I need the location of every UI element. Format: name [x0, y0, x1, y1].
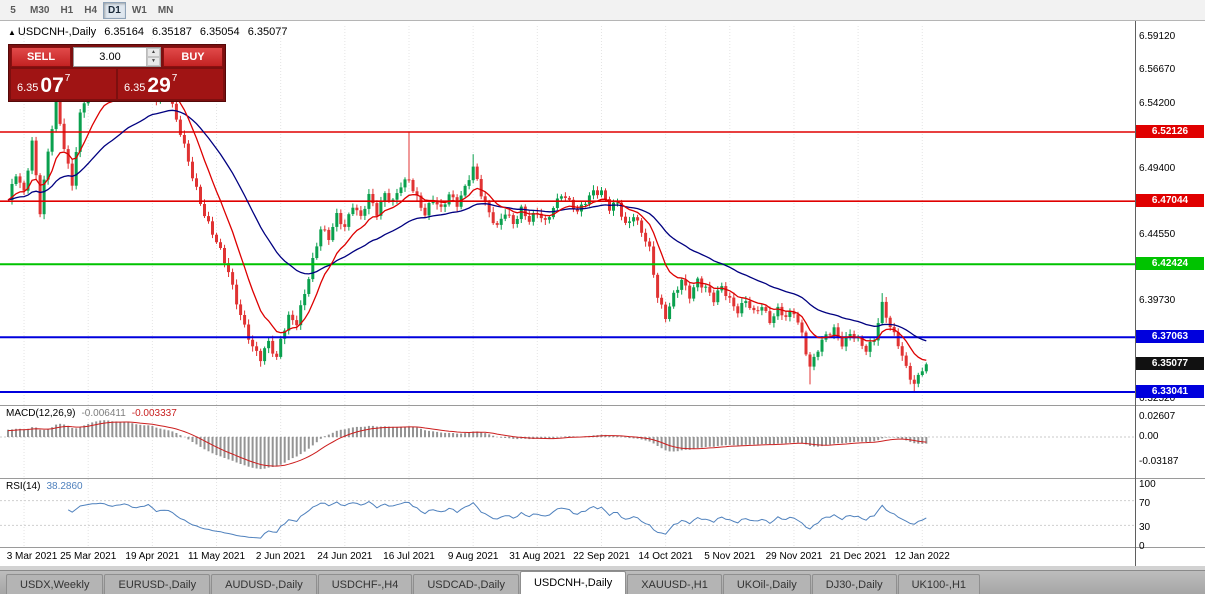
- y-axis-label: 6.56670: [1139, 64, 1176, 76]
- volume-input[interactable]: [74, 48, 146, 66]
- sell-price-button[interactable]: 6.35 07 7: [11, 69, 116, 99]
- one-click-trading-panel: SELL ▲ ▼ BUY 6.35 07 7 6.35 29 7: [8, 44, 226, 102]
- price-level-badge: 6.33041: [1136, 385, 1204, 398]
- collapse-trade-panel-icon[interactable]: ▲: [8, 28, 16, 37]
- rsi-name: RSI(14): [6, 481, 41, 492]
- chart-tab-eurusd-daily[interactable]: EURUSD-,Daily: [104, 574, 211, 594]
- price-level-badge: 6.37063: [1136, 330, 1204, 344]
- timeframe-button-mn[interactable]: MN: [153, 2, 179, 19]
- x-axis-date-label: 5 Nov 2021: [704, 551, 756, 562]
- window-bottom-strip: [0, 566, 1205, 571]
- sell-price-big: 07: [40, 74, 64, 97]
- timeframe-button-m30[interactable]: M30: [25, 2, 54, 19]
- y-axis-label: 6.44550: [1139, 229, 1176, 241]
- macd-axis-label: 0.00: [1139, 431, 1159, 442]
- price-level-badge: 6.42424: [1136, 257, 1204, 271]
- sell-button[interactable]: SELL: [11, 47, 71, 67]
- x-axis-date-label: 24 Jun 2021: [317, 551, 373, 562]
- timeframe-button-h4[interactable]: H4: [79, 2, 102, 19]
- current-price-badge: 6.35077: [1136, 357, 1204, 371]
- chart-tab-usdx-weekly[interactable]: USDX,Weekly: [6, 574, 104, 594]
- x-axis-date-label: 25 Mar 2021: [60, 551, 117, 562]
- timeframe-toolbar: 5 M30 H1 H4 D1 W1 MN: [0, 0, 1205, 21]
- x-axis-date-label: 16 Jul 2021: [383, 551, 435, 562]
- price-axis-separator: [1135, 20, 1136, 566]
- chart-tab-usdcnh-daily[interactable]: USDCNH-,Daily: [519, 571, 627, 594]
- chart-tab-ukoil-daily[interactable]: UKOil-,Daily: [722, 574, 811, 594]
- price-chart-canvas[interactable]: [0, 0, 1205, 566]
- y-axis-label: 6.59120: [1139, 30, 1176, 42]
- timeframe-button-5[interactable]: 5: [2, 2, 24, 19]
- ohlc-low: 6.35054: [199, 26, 240, 38]
- chart-ohlc-header: ▲ USDCNH-,Daily 6.35164 6.35187 6.35054 6…: [8, 26, 292, 38]
- x-axis-date-label: 12 Jan 2022: [894, 551, 950, 562]
- x-axis-date-label: 9 Aug 2021: [447, 551, 499, 562]
- y-axis-label: 6.54200: [1139, 97, 1176, 109]
- macd-signal-value: -0.003337: [131, 408, 177, 419]
- macd-main-value: -0.006411: [81, 408, 126, 419]
- macd-axis-label: 0.02607: [1139, 410, 1176, 422]
- x-axis-date-label: 3 Mar 2021: [6, 551, 58, 562]
- buy-price-big: 29: [147, 74, 171, 97]
- price-level-badge: 6.52126: [1136, 125, 1204, 139]
- y-axis-label: 6.49400: [1139, 163, 1176, 175]
- rsi-axis-label: 30: [1139, 522, 1151, 534]
- volume-spinner: ▲ ▼: [146, 48, 160, 66]
- volume-up-icon[interactable]: ▲: [147, 48, 160, 57]
- timeframe-button-d1[interactable]: D1: [103, 1, 126, 19]
- volume-control: ▲ ▼: [73, 47, 161, 67]
- chart-tab-xauusd-h1[interactable]: XAUUSD-,H1: [627, 574, 722, 594]
- chart-tab-dj30-daily[interactable]: DJ30-,Daily: [811, 574, 897, 594]
- ohlc-close: 6.35077: [247, 26, 288, 38]
- y-axis-label: 6.32520: [1139, 393, 1176, 405]
- timeframe-button-w1[interactable]: W1: [127, 2, 152, 19]
- macd-indicator-label: MACD(12,26,9) -0.006411 -0.003337: [6, 408, 177, 419]
- x-axis-date-label: 31 Aug 2021: [509, 551, 566, 562]
- rsi-indicator-label: RSI(14) 38.2860: [6, 481, 83, 492]
- x-axis-date-label: 21 Dec 2021: [829, 551, 887, 562]
- buy-price-prefix: 6.35: [124, 82, 146, 94]
- volume-down-icon[interactable]: ▼: [147, 57, 160, 66]
- macd-name: MACD(12,26,9): [6, 408, 76, 419]
- macd-axis-label: -0.03187: [1139, 455, 1179, 467]
- chart-tab-usdchf-h4[interactable]: USDCHF-,H4: [317, 574, 413, 594]
- x-axis-date-label: 2 Jun 2021: [255, 551, 306, 562]
- buy-button[interactable]: BUY: [163, 47, 223, 67]
- ohlc-high: 6.35187: [152, 26, 192, 38]
- buy-price-button[interactable]: 6.35 29 7: [118, 69, 223, 99]
- x-axis-date-label: 29 Nov 2021: [765, 551, 823, 562]
- x-axis-date-label: 22 Sep 2021: [573, 551, 630, 562]
- rsi-axis-label: 0: [1139, 541, 1145, 552]
- sell-price-prefix: 6.35: [17, 82, 39, 94]
- chart-tab-bar: USDX,Weekly EURUSD-,Daily AUDUSD-,Daily USD…: [0, 570, 1205, 594]
- y-axis-label: 6.39730: [1139, 294, 1176, 306]
- x-axis-date-label: 19 Apr 2021: [125, 551, 180, 562]
- rsi-axis-label: 70: [1139, 497, 1151, 509]
- ohlc-open: 6.35164: [104, 26, 144, 38]
- rsi-value: 38.2860: [46, 481, 83, 492]
- price-level-badge: 6.47044: [1136, 194, 1204, 208]
- chart-title: USDCNH-,Daily: [17, 26, 97, 38]
- buy-price-pip: 7: [171, 73, 178, 84]
- chart-tab-uk100-h1[interactable]: UK100-,H1: [897, 574, 981, 594]
- rsi-axis-label: 100: [1139, 479, 1156, 490]
- x-axis-date-label: 14 Oct 2021: [638, 551, 693, 562]
- chart-tab-usdcad-daily[interactable]: USDCAD-,Daily: [413, 574, 519, 594]
- chart-tab-audusd-daily[interactable]: AUDUSD-,Daily: [211, 574, 317, 594]
- sell-price-pip: 7: [64, 73, 71, 84]
- x-axis-date-label: 11 May 2021: [187, 551, 246, 562]
- timeframe-button-h1[interactable]: H1: [55, 2, 78, 19]
